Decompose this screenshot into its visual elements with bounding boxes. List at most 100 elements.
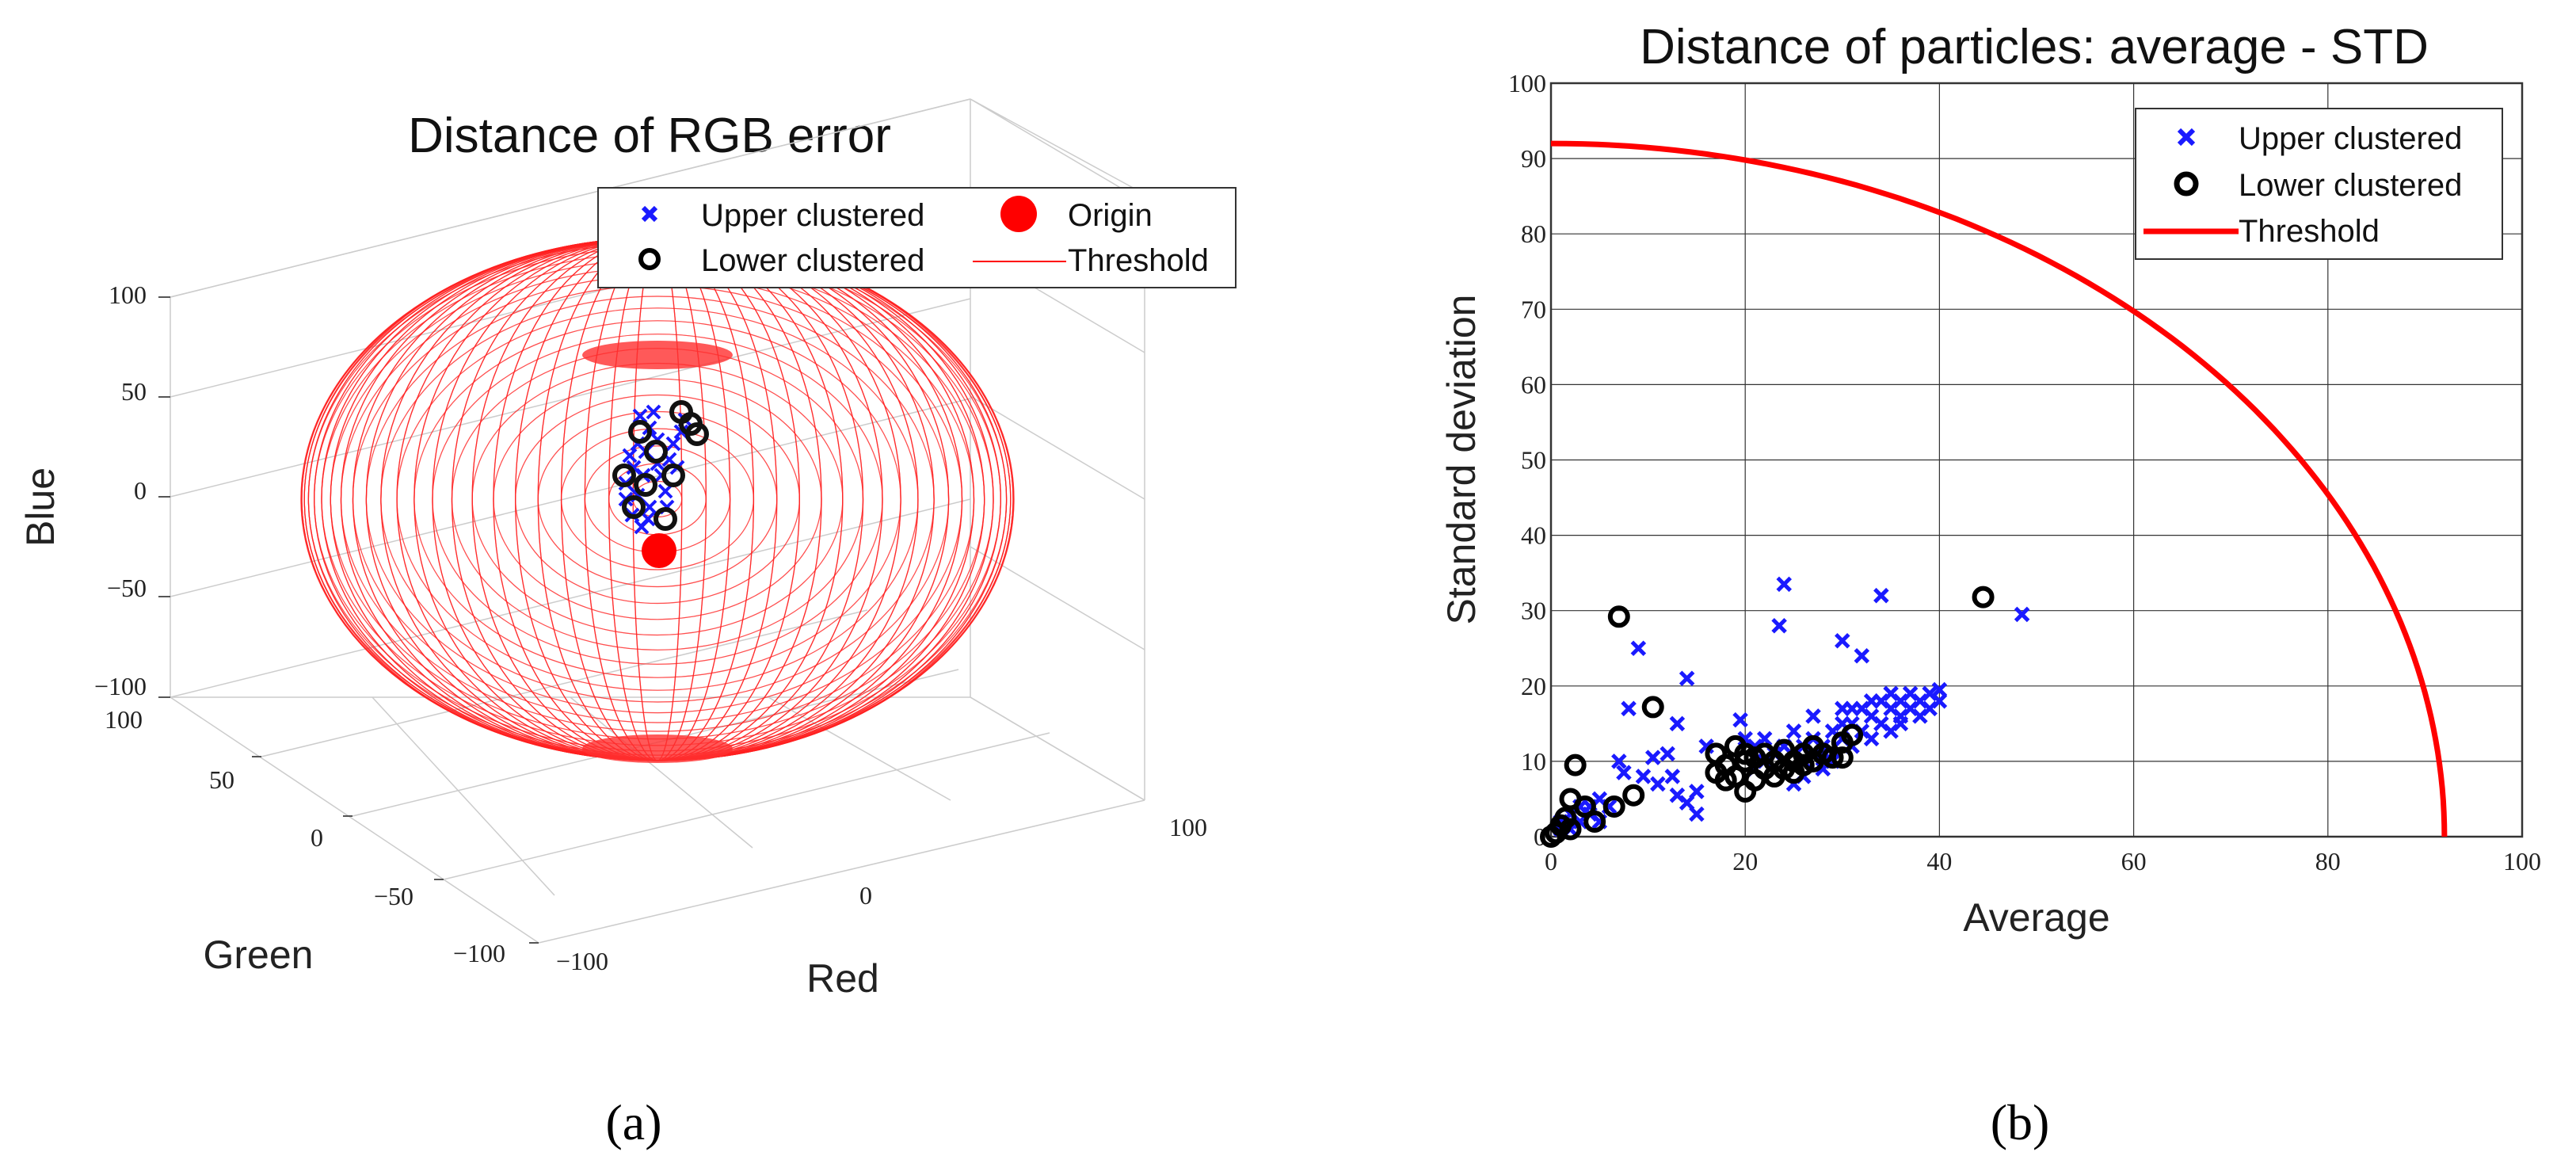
chart-a-sphere-meridian	[432, 334, 883, 665]
chart-a-sphere-meridian	[330, 237, 985, 761]
chart-b-upper-point	[1621, 700, 1637, 717]
chart-a-sphere-meridian	[396, 307, 919, 691]
chart-a-3d-scatter: Distance of RGB error 100 50 0 −50 −100 …	[18, 98, 1237, 1150]
chart-b-lower-point	[1559, 818, 1582, 841]
chart-a-sphere-meridian	[560, 428, 754, 570]
chart-a-sphere-meridian	[515, 237, 800, 761]
chart-a-legend-label: Origin	[1068, 198, 1153, 233]
chart-a-sphere-meridian	[493, 237, 822, 761]
chart-a-zlabel: Blue	[18, 467, 63, 547]
chart-a-xlabel: Red	[806, 956, 879, 1001]
chart-b-lower-point	[1714, 769, 1737, 792]
panel-a-label: (a)	[605, 1094, 661, 1150]
chart-b-y-tick-label: 60	[1521, 370, 1546, 399]
chart-b-x-tick-label: 100	[2503, 847, 2541, 876]
chart-a-x-tick: 100	[1169, 813, 1207, 841]
chart-b-y-tick-label: 80	[1521, 219, 1546, 248]
chart-a-upper-point	[640, 511, 656, 527]
chart-a-z-tick: −50	[107, 574, 147, 602]
chart-a-sphere-meridian	[493, 237, 822, 761]
chart-a-sphere-meridian	[330, 237, 985, 761]
chart-b-upper-point	[1650, 776, 1666, 792]
chart-a-sphere-meridian	[537, 410, 778, 588]
chart-a-sphere-meridian	[451, 348, 864, 650]
chart-b-x-tick-label: 60	[2121, 847, 2147, 876]
chart-a-upper-point	[646, 404, 661, 420]
chart-a-x-tick: 0	[859, 881, 872, 910]
chart-b-y-tick-label: 100	[1508, 69, 1546, 97]
chart-a-upper-point	[622, 448, 638, 464]
chart-a-z-tick: 100	[109, 280, 147, 309]
chart-a-sphere-meridian	[396, 237, 919, 761]
legend-marker-upper-icon	[2177, 128, 2196, 147]
chart-a-sphere-meridian	[432, 237, 883, 761]
chart-b-lower-point	[1583, 810, 1606, 833]
chart-a-sphere-meridian	[471, 362, 844, 636]
chart-b-x-ticks: 0 20 40 60 80 100	[1545, 847, 2541, 876]
chart-b-y-tick-label: 10	[1521, 747, 1546, 776]
chart-a-sphere-meridian	[330, 258, 985, 740]
chart-a-y-tick: 50	[209, 765, 234, 794]
chart-b-lower-point	[1821, 746, 1844, 769]
chart-b-lower-point	[1622, 784, 1645, 807]
chart-a-sphere-meridian	[314, 246, 1001, 752]
chart-a-y-tick: 0	[311, 823, 323, 852]
chart-a-sphere-meridian	[451, 237, 864, 761]
chart-a-legend-box	[597, 187, 1237, 288]
chart-a-sphere-meridian	[515, 394, 800, 605]
chart-b-upper-point	[1873, 587, 1889, 604]
chart-b-y-tick-label: 20	[1521, 672, 1546, 700]
chart-b-upper-point	[1660, 746, 1675, 762]
chart-a-sphere-meridian	[471, 237, 844, 761]
chart-b-upper-point	[1689, 806, 1705, 822]
chart-b-x-tick-label: 40	[1926, 847, 1952, 876]
chart-a-sphere-meridian	[451, 348, 864, 650]
chart-a-upper-point	[657, 483, 673, 499]
chart-a-lower-point	[685, 422, 709, 446]
chart-a-sphere-meridian	[493, 378, 822, 620]
chart-a-sphere-meridian	[608, 237, 707, 761]
chart-b-upper-point	[1611, 753, 1627, 769]
chart-a-lower-point	[634, 473, 657, 497]
chart-a-sphere-meridian	[352, 237, 963, 761]
chart-b-upper-point	[1776, 576, 1793, 593]
chart-b-upper-point	[1644, 750, 1661, 765]
chart-b-y-tick-label: 50	[1521, 446, 1546, 475]
chart-a-z-tick: −100	[94, 672, 147, 700]
chart-a-z-tick: 50	[121, 377, 147, 406]
chart-b-x-tick-label: 80	[2315, 847, 2341, 876]
chart-a-sphere-meridian	[413, 320, 901, 678]
chart-a-sphere-meridian	[471, 362, 844, 636]
chart-a-sphere-meridian	[380, 237, 935, 761]
chart-b-y-tick-label: 70	[1521, 295, 1546, 323]
legend-marker-upper-icon	[641, 205, 658, 223]
chart-a-points	[612, 400, 709, 568]
chart-a-upper-point	[642, 499, 657, 515]
chart-a-grid-y	[261, 609, 868, 757]
chart-b-upper-point	[2014, 606, 2030, 623]
chart-a-sphere-meridian	[471, 237, 844, 761]
chart-a-z-tick: 0	[134, 476, 147, 505]
chart-a-legend: Upper clustered Origin Lower clustered T…	[597, 187, 1237, 288]
chart-b-lower-point	[1554, 807, 1577, 830]
chart-a-sphere-meridian	[380, 296, 935, 703]
chart-a-sphere-meridian	[396, 237, 919, 761]
chart-a-lower-point	[654, 507, 677, 531]
chart-b-y-tick-label: 90	[1521, 144, 1546, 173]
chart-b-upper-point	[1931, 693, 1948, 709]
chart-a-grid-x	[570, 696, 753, 849]
chart-a-grid-x	[768, 696, 951, 801]
chart-b-upper-point	[1771, 617, 1787, 634]
chart-a-back-edge	[970, 98, 1145, 195]
chart-b-lower-points	[1540, 586, 1995, 848]
chart-a-sphere-meridian	[608, 237, 707, 761]
chart-b-ylabel: Standard deviation	[1439, 295, 1484, 625]
chart-b-upper-point	[1664, 769, 1681, 784]
chart-a-sphere-meridian	[413, 237, 901, 761]
chart-a-sphere-meridian	[340, 266, 975, 732]
chart-b-upper-point	[1805, 708, 1821, 724]
chart-b-upper-point	[1835, 632, 1850, 649]
chart-a-sphere-meridian	[515, 237, 800, 761]
chart-a-sphere-meridian	[340, 266, 975, 732]
